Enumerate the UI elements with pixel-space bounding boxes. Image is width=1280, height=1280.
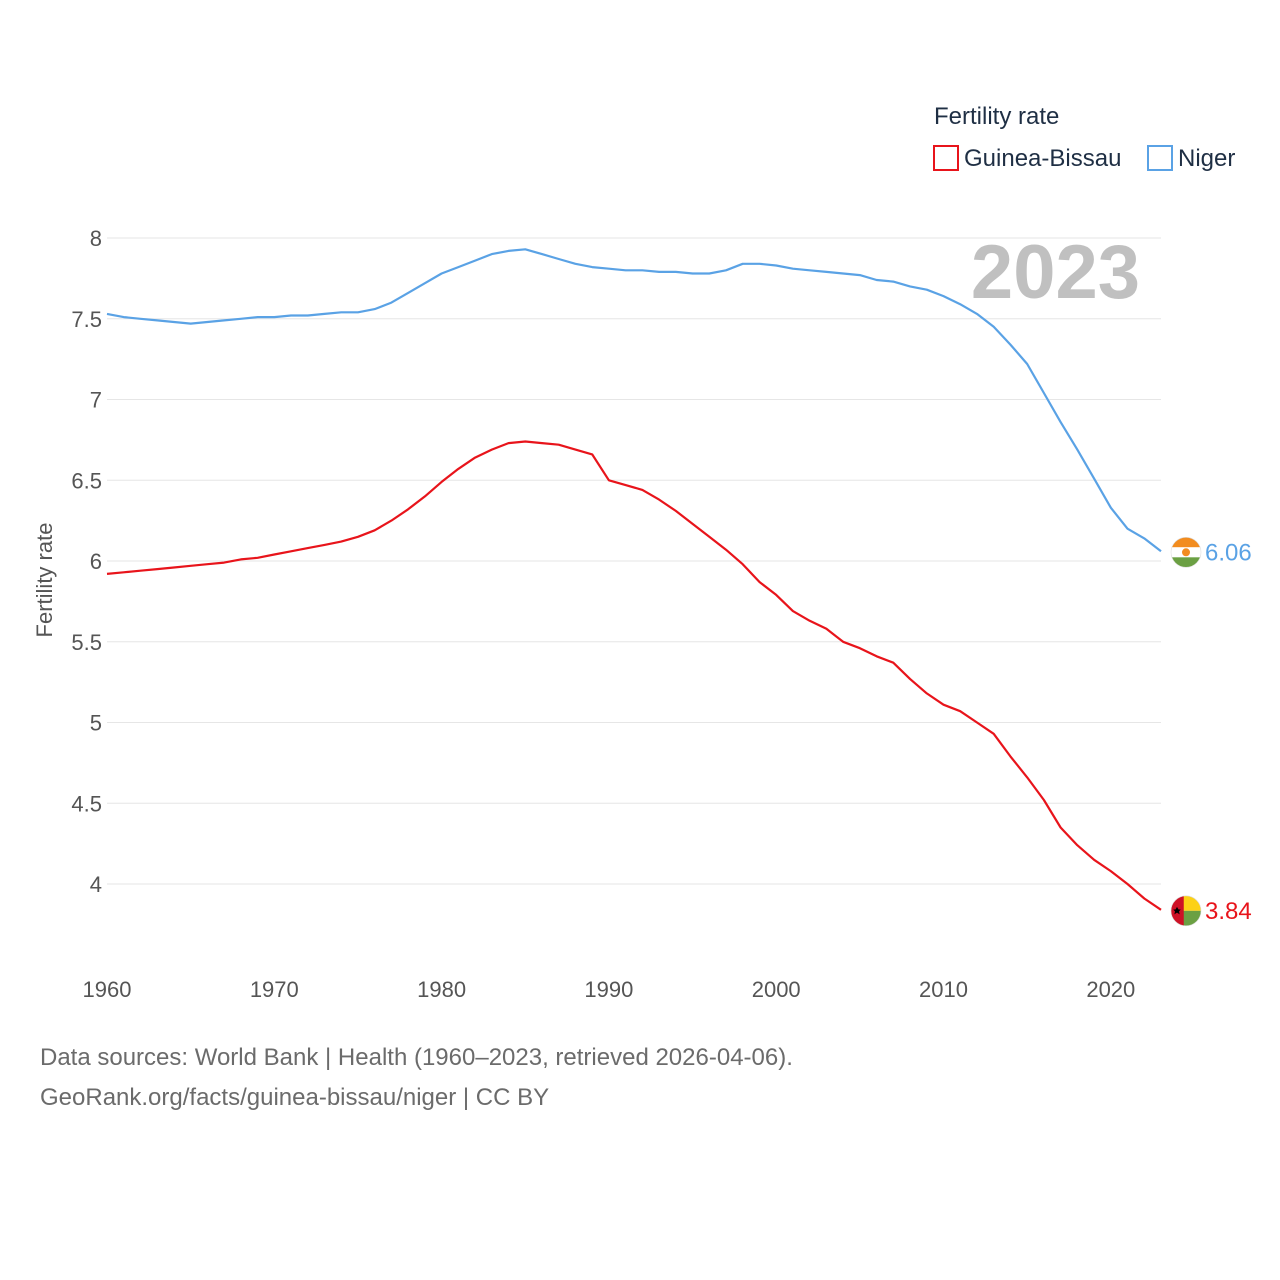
data-source-text: Data sources: World Bank | Health (1960–…: [40, 1044, 793, 1071]
series-line-guinea-bissau[interactable]: [106, 440, 1162, 911]
y-tick-label: 7.5: [71, 307, 102, 332]
legend-item-guinea-bissau[interactable]: Guinea-Bissau: [933, 145, 1121, 172]
y-axis-label: Fertility rate: [32, 523, 57, 638]
guinea-bissau-flag-icon: [1170, 895, 1202, 927]
x-tick-label: 1960: [83, 977, 132, 1002]
y-tick-label: 8: [90, 226, 102, 251]
series-lines: [106, 248, 1162, 911]
x-tick-label: 2010: [919, 977, 968, 1002]
current-year-watermark: 2023: [971, 230, 1140, 315]
x-tick-label: 1990: [584, 977, 633, 1002]
x-tick-label: 1970: [250, 977, 299, 1002]
y-tick-label: 4.5: [71, 791, 102, 816]
source-url-text: GeoRank.org/facts/guinea-bissau/niger | …: [40, 1084, 550, 1111]
y-tick-label: 6.5: [71, 468, 102, 493]
y-axis: 4 4.5 5 5.5 6 6.5 7 7.5 8: [71, 226, 102, 897]
y-tick-label: 5.5: [71, 630, 102, 655]
legend-title: Fertility rate: [934, 103, 1059, 130]
grid-lines: [107, 237, 1161, 885]
y-tick-label: 5: [90, 711, 102, 736]
x-tick-label: 1980: [417, 977, 466, 1002]
legend-swatch-niger: [1147, 145, 1173, 171]
y-tick-label: 6: [90, 549, 102, 574]
end-markers: 3.84 6.06: [1170, 537, 1252, 927]
series-line-niger[interactable]: [106, 248, 1162, 553]
niger-flag-icon: [1170, 537, 1202, 568]
x-tick-label: 2020: [1086, 977, 1135, 1002]
legend-label-guinea-bissau: Guinea-Bissau: [964, 145, 1121, 172]
legend: Fertility rate Guinea-Bissau Niger: [933, 103, 1235, 172]
end-value-label-guinea-bissau: 3.84: [1205, 898, 1252, 925]
y-tick-label: 7: [90, 388, 102, 413]
end-value-label-niger: 6.06: [1205, 539, 1252, 566]
y-tick-label: 4: [90, 872, 102, 897]
legend-swatch-guinea-bissau: [933, 145, 959, 171]
legend-label-niger: Niger: [1178, 145, 1235, 172]
x-tick-label: 2000: [752, 977, 801, 1002]
x-axis: 1960 1970 1980 1990 2000 2010 2020: [83, 977, 1136, 1002]
legend-item-niger[interactable]: Niger: [1147, 145, 1235, 172]
